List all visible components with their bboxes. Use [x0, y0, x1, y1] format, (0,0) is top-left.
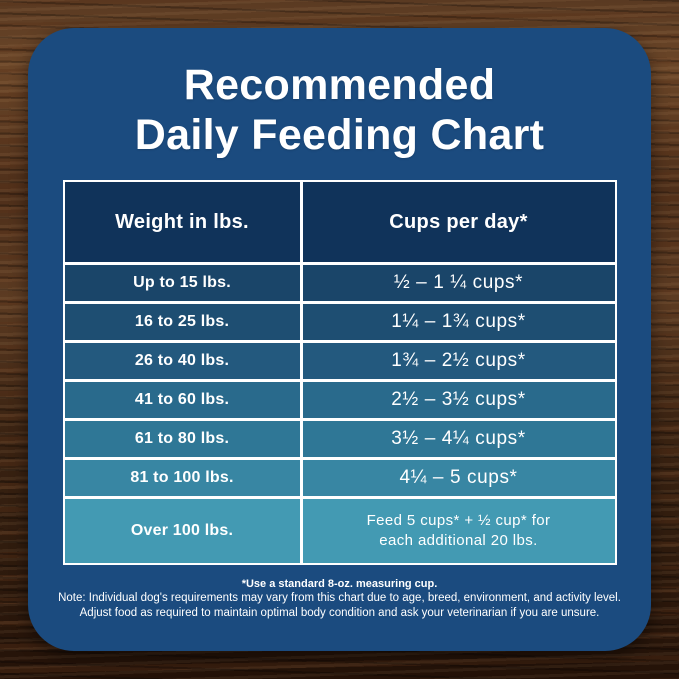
cups-cell-row-5: 3½ – 4¼ cups* [302, 421, 615, 457]
cups-cell-row-6: 4¼ – 5 cups* [302, 460, 615, 496]
cups-cell-row-3: 1¾ – 2½ cups* [302, 343, 615, 379]
cups-row-7-line-1: Feed 5 cups* + ½ cup* for [366, 512, 551, 529]
cups-row-7-line-2: each additional 20 lbs. [379, 532, 538, 549]
cups-cell-row-7: Feed 5 cups* + ½ cup* for each additiona… [302, 499, 615, 563]
feeding-table: Weight in lbs. Cups per day* Up to 15 lb… [62, 180, 617, 565]
disclaimer-line-1: Note: Individual dog's requirements may … [58, 592, 621, 604]
title-line-1: Recommended [183, 61, 496, 109]
weight-column-header: Weight in lbs. [64, 182, 300, 262]
title-line-2: Daily Feeding Chart [134, 111, 545, 159]
measuring-cup-note: *Use a standard 8-oz. measuring cup. [241, 578, 438, 590]
weight-cell-row-4: 41 to 60 lbs. [64, 382, 300, 418]
weight-cell-row-7: Over 100 lbs. [64, 499, 300, 563]
weight-cell-row-6: 81 to 100 lbs. [64, 460, 300, 496]
weight-cell-row-2: 16 to 25 lbs. [64, 304, 300, 340]
disclaimer-line-2: Adjust food as required to maintain opti… [79, 606, 600, 619]
cups-cell-row-1: ½ – 1 ¼ cups* [302, 265, 615, 301]
weight-cell-row-5: 61 to 80 lbs. [64, 421, 300, 457]
cups-cell-row-2: 1¼ – 1¾ cups* [302, 304, 615, 340]
cups-column-header: Cups per day* [302, 182, 615, 262]
cups-cell-row-4: 2½ – 3½ cups* [302, 382, 615, 418]
weight-cell-row-1: Up to 15 lbs. [64, 265, 300, 301]
weight-cell-row-3: 26 to 40 lbs. [64, 343, 300, 379]
feeding-chart-card: Recommended Daily Feeding Chart Weight i… [28, 28, 651, 651]
page-title: Recommended Daily Feeding Chart [28, 28, 651, 160]
footnotes: *Use a standard 8-oz. measuring cup. Not… [28, 577, 651, 620]
